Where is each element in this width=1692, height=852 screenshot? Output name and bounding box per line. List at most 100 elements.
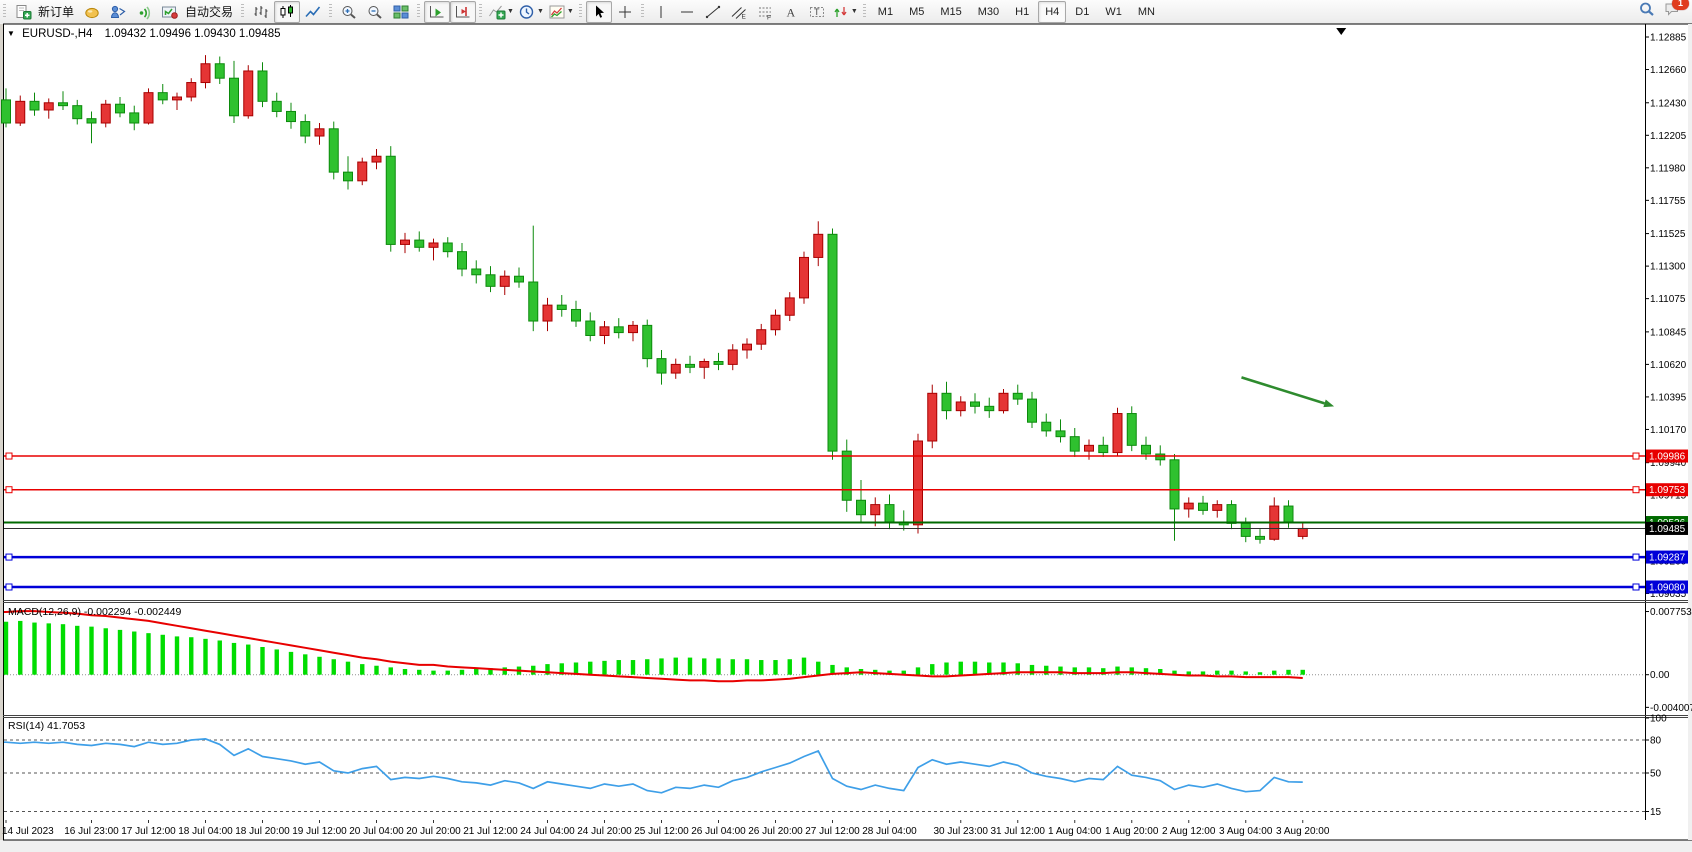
- autotrade-icon: [162, 6, 178, 19]
- timeframe-tf-d1[interactable]: D1: [1075, 5, 1090, 18]
- svg-text:20 Jul 20:00: 20 Jul 20:00: [406, 826, 461, 837]
- auto-trading-label[interactable]: 自动交易: [185, 5, 234, 19]
- equidistant-channel-button[interactable]: E: [726, 1, 752, 23]
- timeframe-tf-h4[interactable]: H4: [1038, 0, 1067, 23]
- svg-text:17 Jul 12:00: 17 Jul 12:00: [121, 826, 176, 837]
- svg-text:1.10395: 1.10395: [1650, 392, 1687, 403]
- tile-windows-button[interactable]: [388, 1, 414, 23]
- rsi-line: [4, 738, 1303, 794]
- cursor-icon: [595, 5, 604, 18]
- timeframe-tf-m15[interactable]: M15: [940, 5, 962, 18]
- cursor-button[interactable]: [585, 0, 612, 23]
- search-button[interactable]: [1638, 1, 1656, 22]
- fibonacci-button[interactable]: F: [752, 1, 778, 23]
- text-button[interactable]: A: [778, 1, 804, 23]
- svg-text:1.09080: 1.09080: [1649, 582, 1686, 593]
- chart-shift-button[interactable]: [450, 0, 477, 23]
- rsi-pane[interactable]: [4, 738, 1645, 812]
- toolbar-grip: [479, 4, 483, 19]
- periods-button[interactable]: ▼: [516, 1, 546, 23]
- timeframe-tf-m1[interactable]: M1: [877, 5, 894, 18]
- svg-text:1.09940: 1.09940: [1650, 458, 1687, 469]
- svg-text:26 Jul 04:00: 26 Jul 04:00: [691, 826, 746, 837]
- chevron-down-icon[interactable]: ▼: [850, 8, 858, 15]
- arrows-icon: [834, 6, 847, 17]
- indicators-icon: [489, 5, 506, 19]
- svg-text:25 Jul 12:00: 25 Jul 12:00: [634, 826, 689, 837]
- indicators-button[interactable]: ▼: [486, 1, 516, 23]
- timeframe-tf-m30[interactable]: M30: [977, 5, 1000, 18]
- auto-scroll-button[interactable]: [424, 0, 451, 23]
- toolbar-grip: [862, 4, 866, 19]
- zoom-in-button[interactable]: [336, 1, 362, 23]
- macd-axis: 0.007753 0.00 -0.004007: [1645, 607, 1692, 714]
- templates-button[interactable]: ▼: [546, 1, 576, 23]
- svg-text:1.12205: 1.12205: [1650, 131, 1687, 142]
- tile-windows-icon: [393, 5, 409, 18]
- svg-text:1.10620: 1.10620: [1650, 360, 1687, 371]
- clock-icon: [519, 4, 534, 19]
- crosshair-icon: [618, 5, 631, 18]
- svg-text:0.00: 0.00: [1650, 670, 1670, 681]
- trendline-button[interactable]: [700, 1, 726, 23]
- pane-separator[interactable]: [3, 715, 1688, 718]
- timeframe-tf-h1[interactable]: H1: [1015, 5, 1030, 18]
- svg-text:100: 100: [1650, 714, 1667, 725]
- notification-badge: 1: [1672, 0, 1689, 10]
- horizontal-line-1.09986[interactable]: 1.09986: [4, 449, 1688, 463]
- svg-text:1 Aug 20:00: 1 Aug 20:00: [1105, 826, 1159, 837]
- svg-text:E: E: [741, 13, 746, 20]
- horizontal-line-button[interactable]: [674, 1, 700, 23]
- text-label-button[interactable]: T: [804, 1, 830, 23]
- rsi-axis: 100 80 50 15: [1645, 714, 1667, 818]
- chart-area[interactable]: 1.12885 1.12660 1.12430 1.12205 1.11980 1.117…: [0, 23, 1692, 852]
- horizontal-line-1.09753[interactable]: 1.09753: [4, 483, 1688, 497]
- toolbar-group-scrolling: [414, 0, 477, 23]
- signals-button[interactable]: [131, 1, 157, 23]
- timeframe-tf-w1[interactable]: W1: [1105, 5, 1122, 18]
- toolbar-grip: [329, 4, 333, 19]
- macd-pane[interactable]: [3, 610, 1645, 683]
- new-order-label[interactable]: 新订单: [38, 5, 75, 19]
- svg-text:30 Jul 23:00: 30 Jul 23:00: [934, 826, 989, 837]
- market-watch-button[interactable]: [105, 1, 131, 23]
- svg-text:A: A: [786, 5, 795, 19]
- chart-shift-marker-icon[interactable]: [1336, 28, 1347, 35]
- chart-shift-icon: [456, 5, 470, 17]
- chart-window-frame: [3, 23, 1692, 841]
- pane-separator[interactable]: [3, 600, 1688, 603]
- new-order-button[interactable]: [10, 1, 36, 23]
- toolbar-grip: [241, 4, 245, 19]
- horizontal-line-1.09080[interactable]: 1.09080: [4, 580, 1688, 594]
- timeframe-tf-mn[interactable]: MN: [1137, 5, 1155, 18]
- svg-text:1.09287: 1.09287: [1649, 553, 1686, 564]
- notifications-button[interactable]: 1: [1664, 0, 1689, 22]
- chevron-down-icon[interactable]: ▼: [566, 8, 574, 15]
- line-chart-button[interactable]: [300, 1, 326, 23]
- candlestick-chart-button[interactable]: [274, 0, 301, 23]
- auto-trading-button[interactable]: [157, 1, 183, 23]
- bar-chart-button[interactable]: [248, 1, 274, 23]
- crosshair-button[interactable]: [612, 1, 638, 23]
- horizontal-line-icon: [680, 11, 693, 12]
- zoom-out-button[interactable]: [362, 1, 388, 23]
- horizontal-line-1.09287[interactable]: 1.09287: [4, 550, 1688, 564]
- trend-arrow-annotation[interactable]: [1241, 376, 1335, 408]
- timeframe-tf-m5[interactable]: M5: [909, 5, 925, 18]
- arrows-button[interactable]: ▼: [830, 1, 860, 23]
- gold-chart-icon: [85, 7, 99, 18]
- svg-text:28 Jul 04:00: 28 Jul 04:00: [862, 826, 917, 837]
- svg-text:1.11300: 1.11300: [1650, 262, 1686, 273]
- horizontal-line-1.09485[interactable]: 1.09485: [4, 521, 1688, 535]
- candlestick-series[interactable]: [1, 55, 1308, 544]
- chart-window-button[interactable]: [79, 1, 105, 23]
- bar-chart-icon: [254, 5, 268, 18]
- toolbar-group-pointer: [576, 0, 638, 23]
- toolbar-group-timeframes: M1 M5 M15 M30 H1 H4 D1 W1 MN: [860, 0, 1163, 23]
- svg-text:3 Aug 04:00: 3 Aug 04:00: [1219, 826, 1273, 837]
- chevron-down-icon[interactable]: ▼: [507, 8, 514, 15]
- toolbar-group-objects: E F A T ▼: [638, 0, 860, 23]
- chevron-down-icon[interactable]: ▼: [536, 8, 544, 15]
- vertical-line-button[interactable]: [648, 1, 674, 23]
- svg-text:26 Jul 20:00: 26 Jul 20:00: [748, 826, 803, 837]
